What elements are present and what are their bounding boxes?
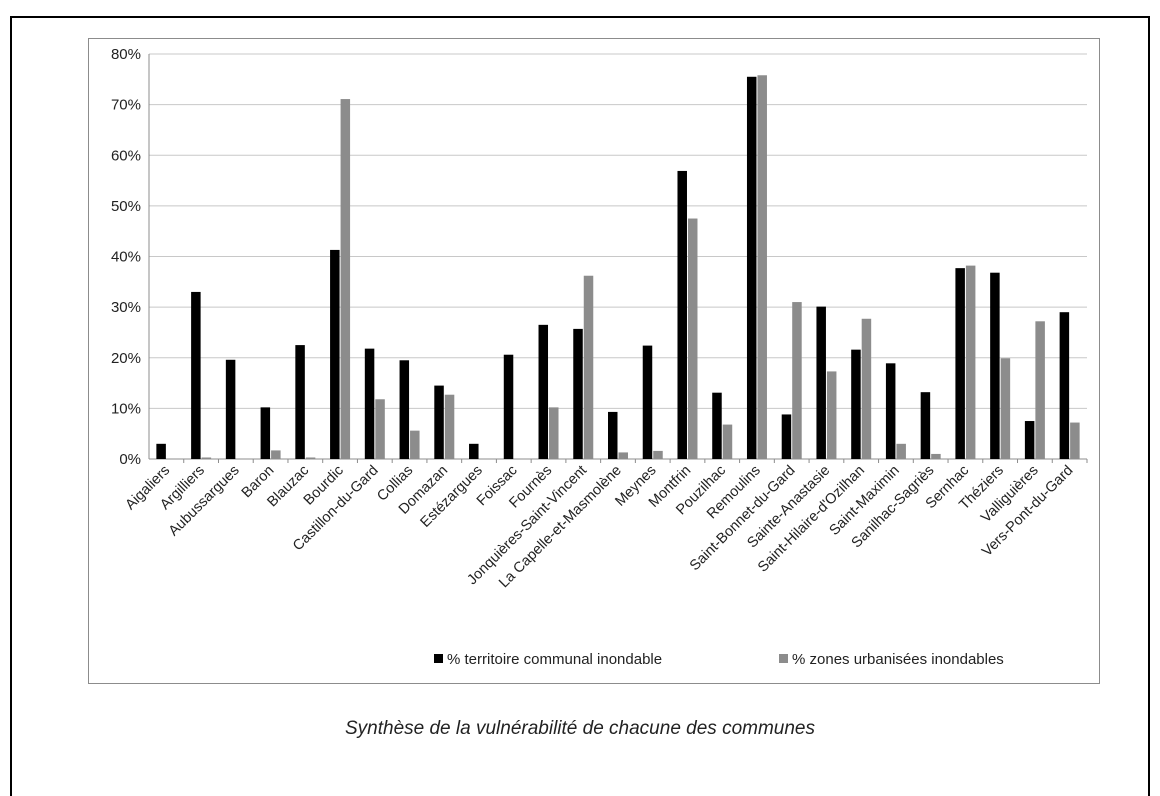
bar <box>896 443 906 459</box>
legend-swatch <box>779 654 788 663</box>
bar <box>931 453 941 459</box>
bar <box>410 430 420 459</box>
bar <box>792 302 802 459</box>
bar <box>990 272 1000 459</box>
y-tick-label: 80% <box>111 46 141 63</box>
bar <box>434 385 444 459</box>
y-tick-label: 70% <box>111 97 141 114</box>
bar-chart: 0%10%20%30%40%50%60%70%80%AigaliersArgil… <box>111 46 1088 668</box>
bar <box>1035 321 1045 459</box>
bar <box>201 457 212 459</box>
bar <box>503 354 514 459</box>
bar <box>375 399 385 459</box>
bar <box>653 450 663 459</box>
y-tick-label: 20% <box>111 350 141 367</box>
legend-label: % zones urbanisées inondables <box>792 651 1004 668</box>
bar <box>469 443 479 459</box>
bar <box>340 99 351 460</box>
bar <box>965 265 976 459</box>
bar <box>885 363 896 459</box>
chart-frame: 0% 10% 20% 30% 40% 50% 60% 70% 80% Aigaliers Argil… <box>88 38 1100 684</box>
bar <box>573 328 583 459</box>
bar <box>583 275 594 459</box>
legend-swatch <box>434 654 443 663</box>
bar <box>816 306 826 459</box>
bar <box>757 75 767 459</box>
bar <box>295 345 305 459</box>
bar <box>677 170 687 459</box>
page-frame <box>10 16 1150 796</box>
bar <box>851 349 861 459</box>
y-tick-label: 40% <box>111 249 141 266</box>
bar <box>746 76 757 459</box>
bar <box>861 318 872 459</box>
y-tick-label: 30% <box>111 299 141 316</box>
bar <box>191 291 201 459</box>
y-tick-label: 0% <box>119 451 141 468</box>
bar <box>642 345 653 459</box>
bar <box>722 424 733 459</box>
bar <box>712 392 722 459</box>
bar <box>687 218 698 459</box>
bar <box>549 407 559 459</box>
y-tick-label: 50% <box>111 198 141 215</box>
bar <box>260 407 271 459</box>
bar <box>608 411 618 459</box>
y-tick-label: 60% <box>111 147 141 164</box>
bar <box>920 392 931 459</box>
figure-caption: Synthèse de la vulnérabilité de chacune … <box>344 718 815 739</box>
bar <box>826 371 837 459</box>
legend-label: % territoire communal inondable <box>447 651 662 668</box>
bar <box>1000 358 1011 459</box>
bar <box>444 394 455 459</box>
bar <box>156 443 166 459</box>
y-tick-label: 10% <box>111 400 141 417</box>
bar <box>781 414 792 459</box>
bar <box>1070 422 1080 459</box>
bar <box>225 359 236 459</box>
bar <box>305 457 316 459</box>
bar <box>538 324 549 459</box>
bar <box>955 268 965 459</box>
bar <box>271 450 281 459</box>
bar <box>364 348 375 459</box>
bar <box>618 452 628 459</box>
bar <box>1024 421 1035 459</box>
bar <box>1059 312 1070 459</box>
bar <box>399 360 410 459</box>
bar <box>330 249 340 459</box>
